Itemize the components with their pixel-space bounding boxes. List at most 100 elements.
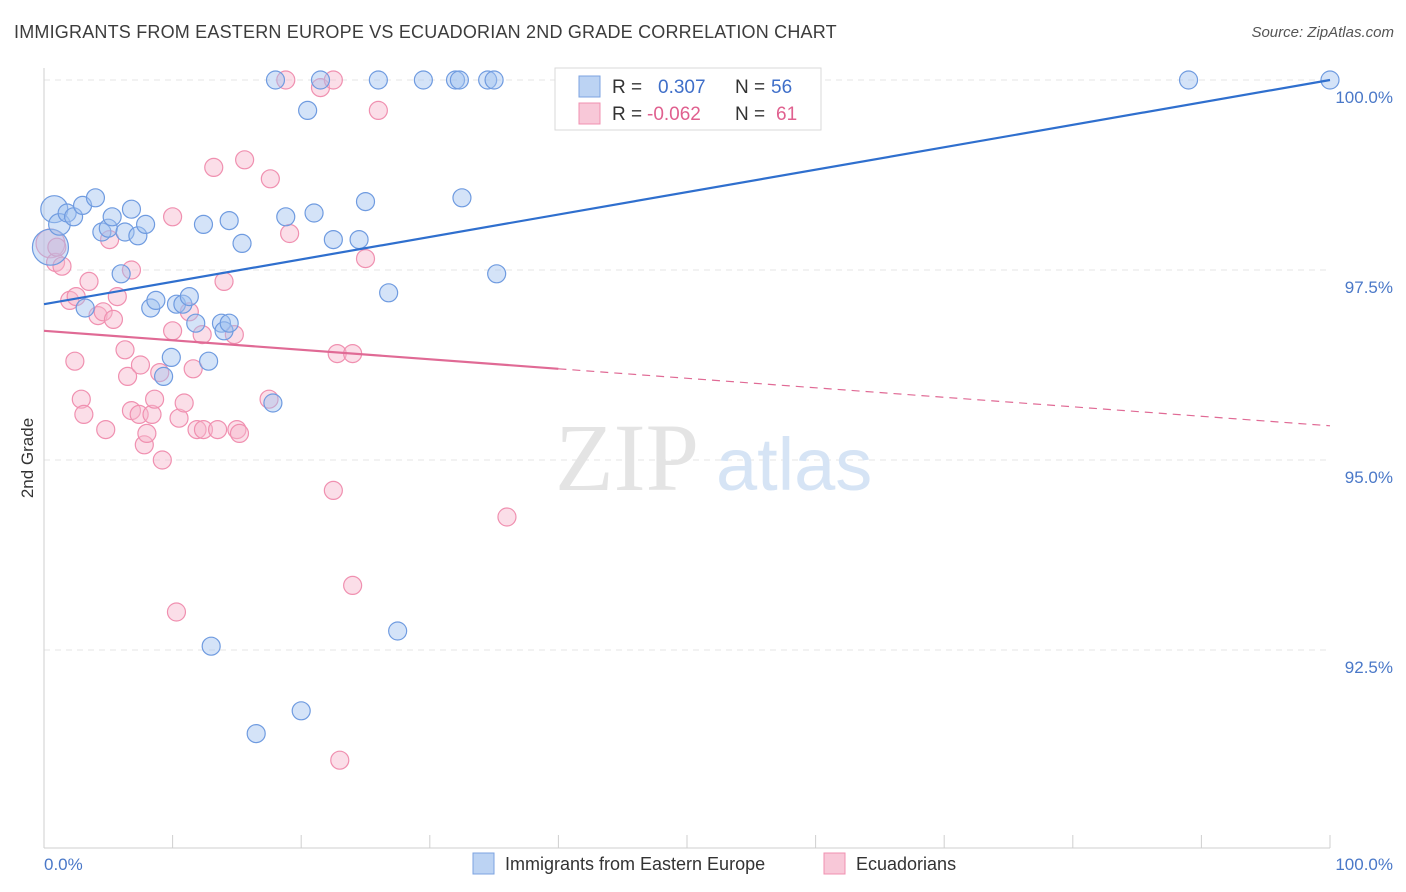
eastern-europe-point-14 [111,264,131,284]
ecuadorians-point-3 [47,237,67,257]
eastern-europe-point-53 [201,636,221,656]
legend-n-value-pink: 61 [776,104,797,125]
ecuadorians-point-11 [115,340,135,360]
ecuadorians-trend-line [43,329,559,370]
eastern-europe-point-36 [379,283,399,303]
eastern-europe-point-25 [161,347,181,367]
eastern-europe-point-38 [487,264,507,284]
ecuadorians-point-37 [214,271,234,291]
ecuadorians-point-22 [134,435,154,455]
ecuadorians-point-9 [103,309,124,329]
series-legend-label-blue: Immigrants from Eastern Europe [505,854,765,874]
ecuadorians-point-35 [192,325,212,345]
ecuadorians-point-6 [79,271,99,291]
eastern-europe-point-33 [323,230,343,250]
eastern-europe-point-21 [186,313,206,333]
watermark: ZIP atlas [555,404,872,511]
eastern-europe-point-42 [310,70,331,90]
ecuadorians-point-8 [93,302,113,322]
legend-swatch-pink [578,102,601,125]
eastern-europe-point-44 [413,70,433,90]
eastern-europe-point-34 [349,230,369,250]
ecuadorians-point-18 [96,420,116,440]
y-tick-label-1: 97.5% [1345,278,1393,297]
eastern-europe-point-37 [452,188,472,208]
eastern-europe-point-19 [173,294,193,314]
y-axis-title: 2nd Grade [18,418,37,498]
eastern-europe-point-55 [246,723,266,744]
ecuadorians-point-34 [193,420,214,440]
series-eastern-europe [31,70,1340,744]
ecuadorians-point-43 [235,150,255,170]
eastern-europe-trend-line [43,78,1331,306]
eastern-europe-point-28 [193,214,214,234]
ecuadorians-point-58 [330,750,350,770]
eastern-europe-point-29 [219,211,239,231]
eastern-europe-point-0 [31,228,70,266]
ecuadorians-point-25 [144,389,165,409]
eastern-europe-point-11 [121,199,142,219]
ecuadorians-point-40 [229,423,250,443]
eastern-europe-point-35 [355,192,376,212]
eastern-europe-point-43 [368,70,388,90]
chart-title: IMMIGRANTS FROM EASTERN EUROPE VS ECUADO… [14,22,837,42]
ecuadorians-point-26 [150,363,170,383]
eastern-europe-point-52 [388,621,408,641]
ecuadorians-point-55 [497,507,517,527]
eastern-europe-point-27 [199,351,219,371]
ecuadorians-point-23 [137,423,157,443]
ecuadorians-point-57 [166,602,187,622]
y-tick-label-0: 100.0% [1335,88,1393,107]
ecuadorians-point-54 [323,480,343,500]
y-tick-label-2: 95.0% [1345,468,1393,487]
eastern-europe-point-12 [128,226,148,246]
ecuadorians-point-50 [368,100,388,121]
stats-legend: R = 0.307 N = 56 R = -0.062 N = 61 [554,67,822,131]
eastern-europe-point-17 [146,290,166,310]
eastern-europe-point-39 [263,393,283,413]
eastern-europe-point-30 [232,233,252,253]
ecuadorians-point-41 [163,207,183,227]
ecuadorians-point-38 [224,325,244,345]
series-ecuadorians [35,70,517,770]
ecuadorians-point-29 [169,408,189,428]
ecuadorians-point-16 [71,389,91,409]
eastern-europe-point-9 [102,207,122,227]
eastern-europe-point-24 [219,313,239,333]
ecuadorians-point-24 [142,404,162,424]
ecuadorians-point-45 [280,223,300,244]
ecuadorians-point-53 [355,249,376,269]
ecuadorians-point-13 [121,260,142,280]
ecuadorians-point-30 [174,393,194,413]
eastern-europe-point-13 [135,214,156,234]
eastern-europe-point-6 [85,188,106,208]
ecuadorians-point-12 [117,366,138,386]
eastern-europe-point-15 [75,298,95,318]
legend-r-value-blue: 0.307 [658,77,706,98]
eastern-europe-point-22 [211,313,232,333]
legend-n-label-blue: N = [735,77,765,98]
ecuadorians-point-44 [260,169,280,189]
eastern-europe-point-48 [484,70,504,90]
eastern-europe-point-10 [115,222,135,242]
ecuadorians-point-21 [130,355,151,375]
eastern-europe-point-47 [478,70,498,90]
watermark-atlas: atlas [716,423,872,506]
legend-r-value-pink: -0.062 [647,104,701,125]
watermark-zip: ZIP [555,404,699,511]
y-tick-labels: 100.0% 97.5% 95.0% 92.5% [1335,88,1393,677]
eastern-europe-point-40 [265,70,286,90]
ecuadorians-point-42 [204,157,224,177]
x-tick-label-min: 0.0% [44,855,83,874]
eastern-europe-point-41 [298,100,318,121]
eastern-europe-point-31 [276,207,296,227]
series-legend: Immigrants from Eastern Europe Ecuadoria… [472,852,956,875]
trend-lines [43,78,1331,427]
eastern-europe-point-32 [304,203,324,223]
y-tick-label-3: 92.5% [1345,658,1393,677]
eastern-europe-point-20 [179,287,199,307]
ecuadorians-point-17 [74,404,94,424]
legend-n-label-pink: N = [735,104,765,125]
eastern-europe-point-54 [291,701,311,721]
